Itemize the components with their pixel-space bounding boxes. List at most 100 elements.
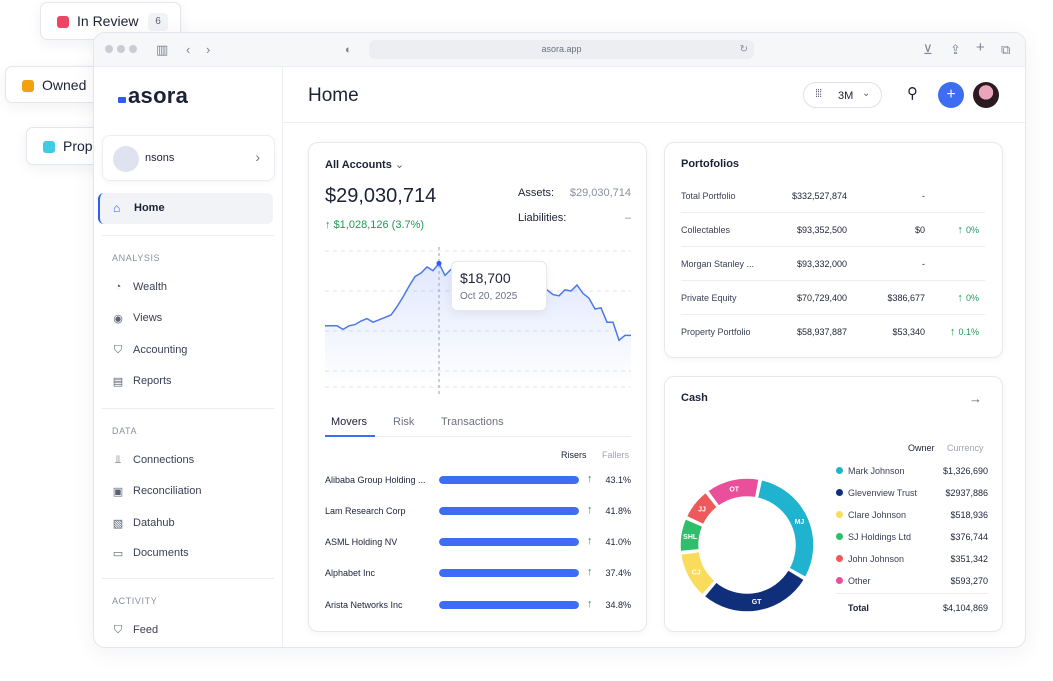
mover-name: Alphabet Inc: [325, 568, 376, 578]
list-item[interactable]: Other $593,270: [836, 574, 988, 588]
sidebar-item-datahub[interactable]: ▧ Datahub: [112, 515, 175, 531]
portfolio-pct-value: 0%: [965, 225, 979, 235]
back-icon[interactable]: ‹: [186, 42, 191, 57]
portfolio-pct-value: 0.1%: [958, 327, 979, 337]
chevron-right-icon: ›: [255, 149, 260, 165]
download-icon[interactable]: ⊻: [923, 42, 933, 57]
legend-value: $2937,886: [945, 488, 988, 498]
mover-bar: [439, 507, 579, 515]
app-logo[interactable]: asora: [128, 83, 189, 108]
portfolio-name: Morgan Stanley ...: [681, 259, 755, 269]
list-item[interactable]: SJ Holdings Ltd $376,744: [836, 530, 988, 544]
arrow-right-icon[interactable]: →: [969, 391, 982, 406]
legend-name: Glevenview Trust: [848, 488, 918, 498]
mover-bar: [439, 476, 579, 484]
search-icon[interactable]: ⚲: [907, 85, 918, 102]
fallers-toggle[interactable]: Fallers: [602, 450, 630, 460]
sidebar-item-wealth[interactable]: ◔ Wealth: [112, 279, 167, 295]
tab-risk[interactable]: Risk: [393, 416, 415, 428]
sidebar-item-reports[interactable]: ▤ Reports: [112, 373, 172, 389]
forward-icon[interactable]: ›: [206, 42, 211, 57]
address-bar[interactable]: asora.app ↻: [369, 40, 754, 59]
share-icon[interactable]: ⇪: [950, 42, 961, 57]
account-switcher[interactable]: nsons ›: [102, 135, 275, 181]
table-row[interactable]: Total Portfolio $332,527,874 -: [681, 179, 985, 213]
tab-transactions[interactable]: Transactions: [441, 416, 504, 428]
mover-bar-fill: [439, 601, 579, 609]
table-row[interactable]: Collectables $93,352,500 $0 ↑ 0%: [681, 213, 985, 247]
legend-dot: [836, 511, 843, 518]
tab-movers[interactable]: Movers: [331, 416, 368, 428]
shield-dollar-icon: ⛉: [113, 343, 123, 356]
sidebar-item-reconciliation[interactable]: ▣ Reconciliation: [112, 483, 202, 499]
list-item[interactable]: Lam Research Corp ↑ 41.8%: [325, 504, 631, 518]
legend-name: Mark Johnson: [848, 466, 905, 476]
arrow-up-icon: ↑: [949, 326, 959, 338]
portfolio-change: $386,677: [887, 293, 925, 303]
sidebar-item-label: Home: [134, 202, 165, 214]
sidebar-item-feed[interactable]: ⛉ Feed: [112, 622, 158, 638]
portfolio-pct: ↑ 0.1%: [950, 326, 979, 338]
portfolio-value: $93,332,000: [796, 259, 847, 269]
tabs-overview-icon[interactable]: ⧉: [1001, 42, 1011, 57]
donut-slice[interactable]: [706, 477, 760, 507]
divider: [102, 578, 274, 579]
owner-toggle[interactable]: Owner: [908, 443, 935, 453]
portfolio-value: $70,729,400: [796, 293, 847, 303]
list-item[interactable]: Alibaba Group Holding ... ↑ 43.1%: [325, 473, 631, 487]
sidebar-item-accounting[interactable]: ⛉ Accounting: [112, 342, 188, 358]
page-title: Home: [308, 85, 359, 106]
donut-slice[interactable]: [679, 517, 704, 553]
mover-bar-fill: [439, 507, 579, 515]
sidebar-item-home[interactable]: ⌂ Home: [98, 193, 273, 224]
sidebar-item-connections[interactable]: ⫫ Connections: [112, 452, 194, 468]
table-row[interactable]: Morgan Stanley ... $93,332,000 -: [681, 247, 985, 281]
url-text: asora.app: [541, 44, 582, 54]
net-worth-change-value: $1,028,126 (3.7%): [333, 219, 425, 231]
mover-pct: 37.4%: [605, 568, 631, 578]
window-controls[interactable]: [105, 45, 137, 53]
browser-window: ▥ ‹ › ◐ asora.app ↻ ⊻ ⇪ + ⧉ asora nsons …: [93, 32, 1026, 648]
account-avatar: [113, 146, 139, 172]
sidebar-toggle-icon[interactable]: ▥: [156, 42, 169, 57]
user-avatar[interactable]: [973, 82, 999, 108]
currency-toggle[interactable]: Currency: [947, 443, 984, 453]
list-item[interactable]: Mark Johnson $1,326,690: [836, 464, 988, 478]
assets-row: Assets: $29,030,714: [518, 187, 631, 199]
cash-donut-chart[interactable]: MJ GT CJ SHL JJ OT: [677, 475, 817, 615]
logo-mark-icon: [118, 97, 126, 103]
list-item[interactable]: Alphabet Inc ↑ 37.4%: [325, 566, 631, 580]
assets-value: $29,030,714: [569, 187, 631, 199]
arrow-up-icon: ↑: [587, 504, 593, 516]
mover-name: Arista Networks Inc: [325, 600, 403, 610]
chart-tooltip: $18,700 Oct 20, 2025: [451, 261, 547, 311]
reload-icon[interactable]: ↻: [739, 44, 748, 55]
sidebar-item-label: Wealth: [133, 281, 168, 293]
add-button[interactable]: +: [938, 82, 964, 108]
mover-pct: 41.0%: [605, 537, 631, 547]
table-row[interactable]: Property Portfolio $58,937,887 $53,340 ↑ 0.…: [681, 315, 985, 349]
movers-tabs: Movers Risk Transactions: [325, 413, 631, 437]
accounts-selector[interactable]: All Accounts ⌄: [325, 158, 404, 171]
donut-slice[interactable]: [703, 569, 806, 613]
period-selector[interactable]: ⁞⁞⁞ 3M ⌄: [803, 82, 882, 108]
donut-slice[interactable]: [679, 550, 716, 596]
new-tab-icon[interactable]: +: [976, 39, 985, 56]
sidebar-item-documents[interactable]: ▭ Documents: [112, 545, 189, 561]
list-item[interactable]: ASML Holding NV ↑ 41.0%: [325, 535, 631, 549]
cash-card: Cash → Owner Currency MJ GT CJ SHL JJ OT Mark…: [664, 376, 1003, 632]
risers-toggle[interactable]: Risers: [561, 450, 587, 460]
table-row[interactable]: Private Equity $70,729,400 $386,677 ↑ 0%: [681, 281, 985, 315]
list-item[interactable]: Arista Networks Inc ↑ 34.8%: [325, 598, 631, 612]
report-icon: ▤: [112, 375, 124, 388]
mover-pct: 41.8%: [605, 506, 631, 516]
list-item[interactable]: John Johnson $351,342: [836, 552, 988, 566]
list-item[interactable]: Glevenview Trust $2937,886: [836, 486, 988, 500]
arrow-up-icon: ↑: [587, 566, 593, 578]
list-item[interactable]: Clare Johnson $518,936: [836, 508, 988, 522]
accounts-selector-label: All Accounts: [325, 159, 392, 171]
sidebar-item-views[interactable]: ◉ Views: [112, 310, 162, 326]
donut-slice[interactable]: [685, 491, 719, 526]
portfolio-change: $53,340: [892, 327, 925, 337]
donut-slice[interactable]: [756, 478, 815, 579]
